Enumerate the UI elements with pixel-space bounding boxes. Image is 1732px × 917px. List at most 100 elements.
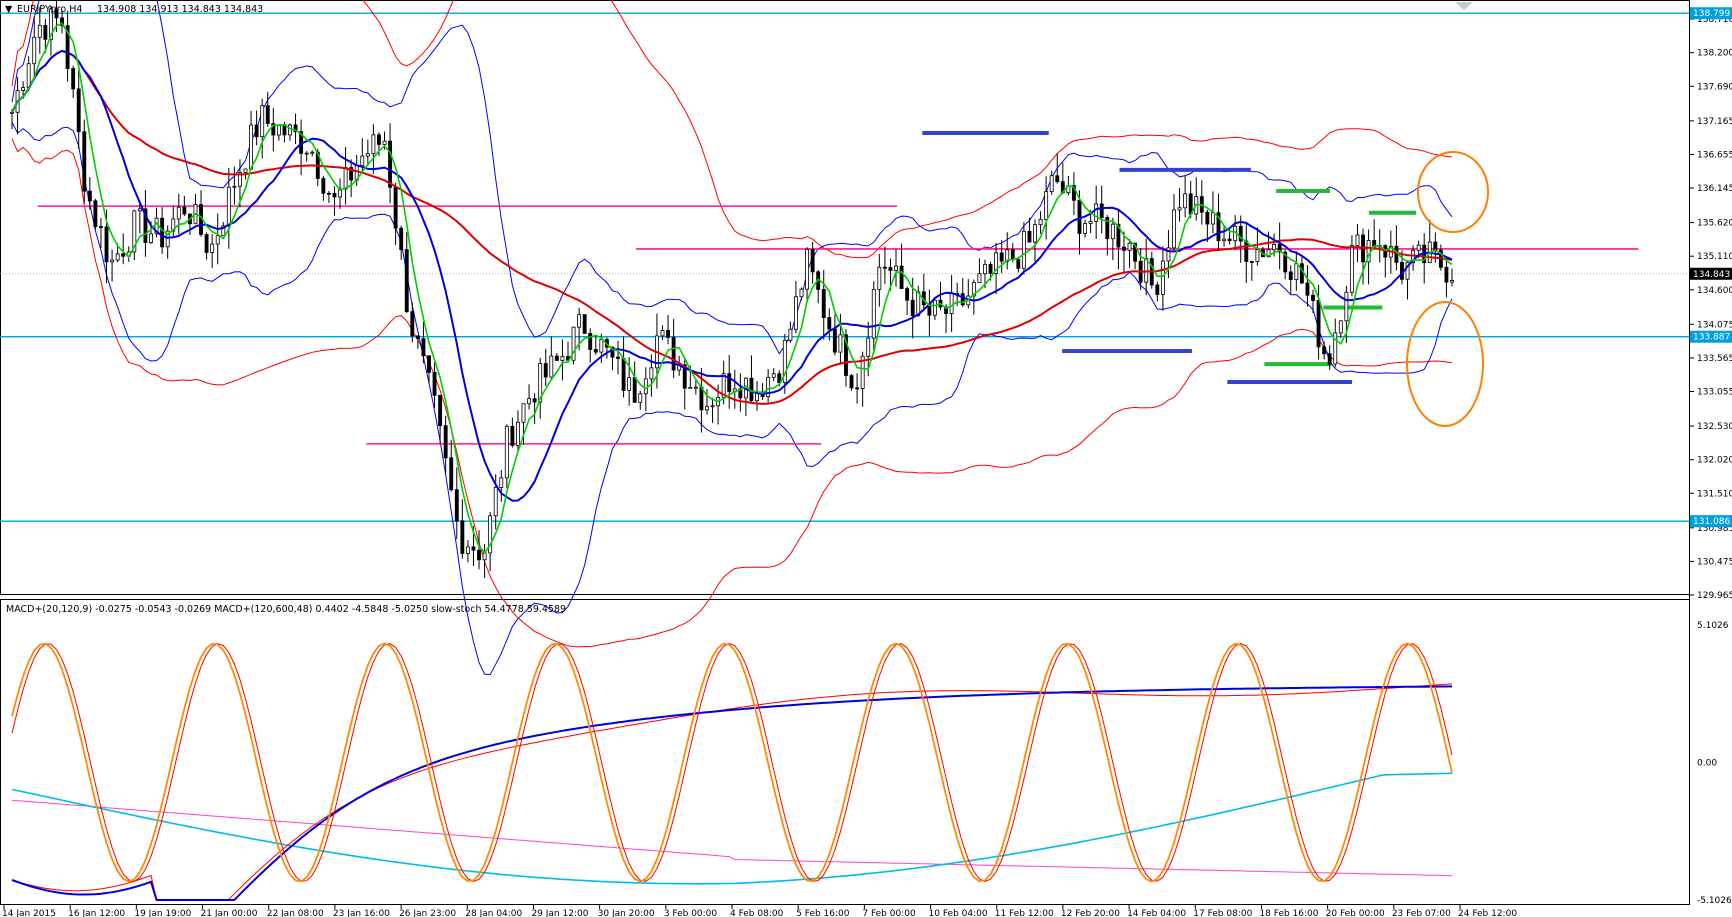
candle-body bbox=[432, 372, 437, 396]
candle-body bbox=[1216, 212, 1221, 242]
candle-body bbox=[32, 36, 37, 65]
y-tick-label: 138.710 bbox=[1697, 15, 1732, 25]
candle-body bbox=[243, 168, 248, 173]
candle-body bbox=[149, 233, 153, 243]
candle-body bbox=[499, 477, 504, 488]
candle-body bbox=[599, 339, 604, 353]
stoch-signal-line bbox=[11, 642, 1453, 883]
x-tick-label: 29 Jan 12:00 bbox=[531, 909, 588, 917]
candle-body bbox=[288, 124, 292, 136]
price-tag-1: 133.887 bbox=[1693, 333, 1730, 343]
x-tick-label: 7 Feb 00:00 bbox=[862, 909, 916, 917]
candle-body bbox=[410, 311, 415, 337]
candle-body bbox=[1055, 175, 1060, 183]
x-tick-label: 14 Jan 2015 bbox=[2, 909, 56, 917]
candle-body bbox=[616, 356, 620, 359]
x-tick-label: 16 Jan 12:00 bbox=[68, 909, 125, 917]
candle-body bbox=[43, 24, 48, 40]
candle-body bbox=[688, 386, 693, 389]
candle-body bbox=[465, 546, 470, 554]
candle-body bbox=[777, 373, 782, 383]
candle-body bbox=[87, 190, 92, 202]
x-tick-label: 21 Jan 00:00 bbox=[201, 909, 258, 917]
candle-body bbox=[460, 520, 465, 554]
candle-body bbox=[1355, 234, 1360, 246]
annotation-circle-lower bbox=[1406, 301, 1484, 427]
candle-body bbox=[543, 363, 548, 378]
candle-body bbox=[254, 124, 259, 138]
candle-body bbox=[932, 299, 937, 316]
candle-body bbox=[415, 335, 420, 339]
x-tick-label: 22 Jan 08:00 bbox=[267, 909, 324, 917]
candle-body bbox=[882, 266, 887, 269]
candle-body bbox=[693, 386, 698, 389]
candle-body bbox=[143, 208, 148, 243]
candle-body bbox=[610, 346, 615, 358]
candle-body bbox=[877, 266, 882, 290]
candle-body bbox=[1222, 238, 1226, 242]
x-tick-label: 24 Feb 12:00 bbox=[1458, 909, 1517, 917]
y-tick-label: 129.965 bbox=[1697, 591, 1732, 601]
candle-body bbox=[710, 405, 715, 408]
y-tick-label: 134.075 bbox=[1697, 320, 1732, 330]
y-tick-label: 136.655 bbox=[1697, 150, 1732, 160]
price-tag-bg-0 bbox=[1690, 7, 1732, 20]
price-tag-2: 131.086 bbox=[1693, 517, 1730, 527]
candle-body bbox=[1010, 249, 1015, 260]
x-tick-label: 26 Jan 23:00 bbox=[399, 909, 456, 917]
candle-body bbox=[132, 210, 137, 253]
candle-body bbox=[866, 337, 871, 357]
candle-body bbox=[894, 265, 898, 271]
x-tick-label: 28 Jan 04:00 bbox=[465, 909, 522, 917]
price-tag-bg-2 bbox=[1690, 515, 1732, 528]
candle-body bbox=[582, 314, 587, 334]
x-tick-label: 19 Jan 19:00 bbox=[134, 909, 191, 917]
candle-body bbox=[349, 167, 354, 181]
y-tick-label: 134.600 bbox=[1697, 286, 1732, 296]
price-tag-0: 138.799 bbox=[1693, 9, 1730, 19]
y-tick-label: 135.620 bbox=[1697, 219, 1732, 229]
y-tick-label: 137.165 bbox=[1697, 117, 1732, 127]
candle-body bbox=[215, 235, 220, 245]
dropdown-triangle-icon[interactable]: ▼ bbox=[5, 4, 13, 15]
candle-body bbox=[1288, 271, 1293, 280]
candle-body bbox=[560, 356, 565, 361]
candle-body bbox=[21, 87, 26, 91]
candle-body bbox=[521, 403, 526, 423]
candle-body bbox=[226, 186, 231, 227]
candle-body bbox=[810, 248, 815, 273]
x-tick-label: 12 Feb 20:00 bbox=[1061, 909, 1120, 917]
candle-body bbox=[666, 330, 671, 338]
y-tick-label: 131.510 bbox=[1697, 489, 1732, 499]
last-price-tag: 134.843 bbox=[1693, 270, 1730, 280]
candle-body bbox=[1166, 247, 1171, 262]
candle-body bbox=[93, 200, 98, 227]
candle-body bbox=[532, 398, 537, 403]
candle-body bbox=[171, 218, 176, 232]
candle-body bbox=[393, 186, 398, 229]
candle-body bbox=[788, 328, 793, 341]
candle-body bbox=[115, 253, 120, 261]
candle-body bbox=[849, 375, 854, 389]
candle-body bbox=[888, 267, 893, 271]
candle-body bbox=[1083, 223, 1087, 234]
candle-body bbox=[449, 457, 454, 491]
candle-body bbox=[1077, 199, 1082, 234]
candle-body bbox=[554, 355, 559, 361]
candle-body bbox=[326, 192, 331, 195]
x-tick-label: 3 Feb 00:00 bbox=[664, 909, 718, 917]
candle-body bbox=[1133, 242, 1138, 262]
envelope-lower bbox=[11, 138, 1453, 648]
candle-body bbox=[838, 334, 843, 353]
candle-body bbox=[26, 63, 31, 88]
candle-body bbox=[994, 252, 999, 274]
candle-body bbox=[365, 153, 370, 157]
candle-body bbox=[1127, 242, 1132, 251]
candle-body bbox=[260, 105, 265, 138]
candle-body bbox=[855, 387, 860, 390]
annotation-circle-upper bbox=[1417, 151, 1489, 233]
x-tick-label: 5 Feb 16:00 bbox=[796, 909, 850, 917]
price-tag-bg-1 bbox=[1690, 330, 1732, 343]
y-tick-label: 130.985 bbox=[1697, 524, 1732, 534]
